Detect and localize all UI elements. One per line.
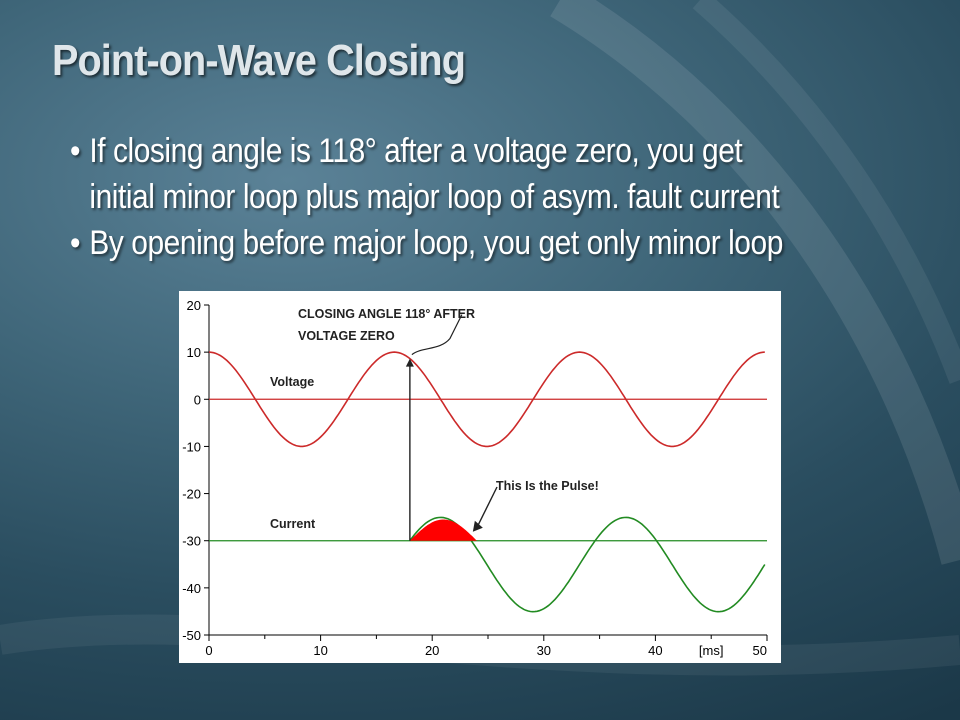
y-tick-label: -30: [182, 534, 201, 549]
chart-svg: 20 10 0 -10 -20 -30 -40 -50 0 10 20 30 40 50 [ms] CLOS…: [182, 298, 768, 658]
bullet-text: By opening before major loop, you get on…: [89, 224, 783, 262]
x-tick-label: 0: [205, 643, 212, 658]
waveform-chart: 20 10 0 -10 -20 -30 -40 -50 0 10 20 30 40 50 [ms] CLOS…: [179, 291, 781, 663]
x-unit-label: [ms]: [699, 643, 724, 658]
pulse-annotation: This Is the Pulse!: [496, 479, 599, 493]
bullet-text: initial minor loop plus major loop of as…: [89, 178, 780, 216]
pulse-area: [409, 519, 477, 541]
x-tick-label: 50: [753, 643, 767, 658]
y-tick-label: 20: [187, 298, 201, 313]
pulse-arrow-line: [477, 486, 498, 527]
x-tick-label: 30: [537, 643, 551, 658]
voltage-series-line: [208, 351, 765, 448]
bullet-marker: •: [70, 224, 81, 262]
x-tick-label: 10: [313, 643, 327, 658]
voltage-label: Voltage: [270, 375, 314, 389]
slide-title: Point-on-Wave Closing: [52, 36, 466, 85]
bullet-marker: •: [70, 132, 81, 170]
closing-arrowhead: [405, 358, 414, 367]
bullet-item: • By opening before major loop, you get …: [70, 220, 818, 266]
closing-callout-leader: [411, 314, 463, 356]
y-tick-label: -40: [182, 581, 201, 596]
y-tick-label: -20: [182, 487, 201, 502]
bullet-list: • If closing angle is 118° after a volta…: [70, 128, 920, 266]
bullet-continuation: initial minor loop plus major loop of as…: [70, 174, 818, 220]
pulse-arrowhead: [472, 520, 483, 532]
x-tick-label: 40: [648, 643, 662, 658]
bullet-item: • If closing angle is 118° after a volta…: [70, 128, 818, 174]
bullet-text: If closing angle is 118° after a voltage…: [89, 132, 743, 170]
closing-annotation-line1: CLOSING ANGLE 118° AFTER: [298, 307, 475, 321]
closing-annotation-line2: VOLTAGE ZERO: [298, 329, 395, 343]
x-tick-label: 20: [425, 643, 439, 658]
y-tick-label: -10: [182, 439, 201, 454]
y-tick-label: -50: [182, 628, 201, 643]
current-label: Current: [270, 517, 316, 531]
y-tick-label: 10: [187, 345, 201, 360]
y-tick-label: 0: [194, 392, 201, 407]
